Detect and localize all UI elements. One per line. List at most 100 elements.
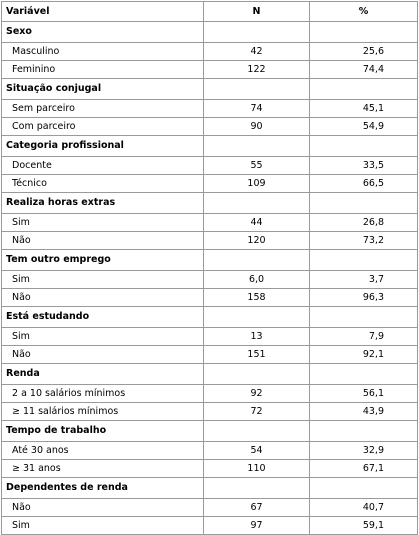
row-percent-value: 45,1 — [309, 99, 418, 118]
category-empty-cell — [309, 249, 418, 271]
row-label: ≥ 31 anos — [1, 459, 204, 478]
table-row: Não 120 73,2 — [1, 231, 418, 250]
category-row: Dependentes de renda — [1, 477, 418, 499]
category-row: Realiza horas extras — [1, 192, 418, 214]
row-n-value: 120 — [203, 231, 310, 250]
row-label: Sim — [1, 327, 204, 346]
category-empty-cell — [203, 420, 310, 442]
row-label: Não — [1, 231, 204, 250]
category-label: Situação conjugal — [1, 78, 204, 100]
row-label: Sim — [1, 270, 204, 289]
row-percent-value: 3,7 — [309, 270, 418, 289]
row-n-value: 74 — [203, 99, 310, 118]
row-n-value: 67 — [203, 498, 310, 517]
row-n-value: 6,0 — [203, 270, 310, 289]
row-label: Até 30 anos — [1, 441, 204, 460]
row-percent-value: 33,5 — [309, 156, 418, 175]
category-empty-cell — [203, 192, 310, 214]
row-percent-value: 7,9 — [309, 327, 418, 346]
category-empty-cell — [309, 78, 418, 100]
row-label: Não — [1, 498, 204, 517]
row-percent-value: 43,9 — [309, 402, 418, 421]
category-empty-cell — [309, 477, 418, 499]
category-row: Categoria profissional — [1, 135, 418, 157]
category-row: Está estudando — [1, 306, 418, 328]
category-label: Dependentes de renda — [1, 477, 204, 499]
category-empty-cell — [203, 306, 310, 328]
row-n-value: 44 — [203, 213, 310, 232]
table-row: Feminino 122 74,4 — [1, 60, 418, 79]
row-percent-value: 73,2 — [309, 231, 418, 250]
row-n-value: 72 — [203, 402, 310, 421]
table-body: Sexo Masculino 42 25,6 Feminino 122 74,4 Situaç… — [1, 21, 418, 535]
row-percent-value: 96,3 — [309, 288, 418, 307]
category-row: Tem outro emprego — [1, 249, 418, 271]
row-n-value: 151 — [203, 345, 310, 364]
row-percent-value: 59,1 — [309, 516, 418, 535]
row-percent-value: 25,6 — [309, 42, 418, 61]
row-percent-value: 67,1 — [309, 459, 418, 478]
table-header: Variável N % — [1, 1, 418, 22]
category-row: Sexo — [1, 21, 418, 43]
row-n-value: 92 — [203, 384, 310, 403]
row-label: Não — [1, 345, 204, 364]
row-percent-value: 26,8 — [309, 213, 418, 232]
category-empty-cell — [203, 78, 310, 100]
table-row: Sim 6,0 3,7 — [1, 270, 418, 289]
row-n-value: 158 — [203, 288, 310, 307]
table-row: 2 a 10 salários mínimos 92 56,1 — [1, 384, 418, 403]
row-percent-value: 56,1 — [309, 384, 418, 403]
row-percent-value: 92,1 — [309, 345, 418, 364]
row-label: Sim — [1, 213, 204, 232]
table-row: Até 30 anos 54 32,9 — [1, 441, 418, 460]
table-row: Não 151 92,1 — [1, 345, 418, 364]
category-row: Renda — [1, 363, 418, 385]
category-empty-cell — [309, 192, 418, 214]
category-label: Realiza horas extras — [1, 192, 204, 214]
header-row: Variável N % — [1, 1, 418, 22]
row-label: Sim — [1, 516, 204, 535]
table-row: Sem parceiro 74 45,1 — [1, 99, 418, 118]
category-empty-cell — [203, 135, 310, 157]
category-empty-cell — [309, 420, 418, 442]
category-empty-cell — [203, 249, 310, 271]
header-n: N — [203, 1, 310, 22]
row-percent-value: 54,9 — [309, 117, 418, 136]
row-n-value: 55 — [203, 156, 310, 175]
row-n-value: 122 — [203, 60, 310, 79]
table-row: ≥ 31 anos 110 67,1 — [1, 459, 418, 478]
row-percent-value: 40,7 — [309, 498, 418, 517]
row-n-value: 13 — [203, 327, 310, 346]
category-empty-cell — [203, 363, 310, 385]
category-empty-cell — [203, 21, 310, 43]
table-row: Sim 13 7,9 — [1, 327, 418, 346]
row-n-value: 109 — [203, 174, 310, 193]
row-n-value: 97 — [203, 516, 310, 535]
table-row: ≥ 11 salários mínimos 72 43,9 — [1, 402, 418, 421]
category-label: Tempo de trabalho — [1, 420, 204, 442]
row-label: Com parceiro — [1, 117, 204, 136]
row-label: Docente — [1, 156, 204, 175]
category-row: Tempo de trabalho — [1, 420, 418, 442]
table-row: Não 67 40,7 — [1, 498, 418, 517]
row-label: Masculino — [1, 42, 204, 61]
row-label: Sem parceiro — [1, 99, 204, 118]
category-label: Renda — [1, 363, 204, 385]
category-label: Está estudando — [1, 306, 204, 328]
row-label: 2 a 10 salários mínimos — [1, 384, 204, 403]
category-row: Situação conjugal — [1, 78, 418, 100]
row-n-value: 54 — [203, 441, 310, 460]
header-variable: Variável — [1, 1, 204, 22]
category-empty-cell — [309, 21, 418, 43]
category-empty-cell — [309, 135, 418, 157]
row-percent-value: 74,4 — [309, 60, 418, 79]
row-percent-value: 32,9 — [309, 441, 418, 460]
row-label: Técnico — [1, 174, 204, 193]
row-label: ≥ 11 salários mínimos — [1, 402, 204, 421]
category-empty-cell — [309, 306, 418, 328]
category-empty-cell — [309, 363, 418, 385]
row-label: Feminino — [1, 60, 204, 79]
table-row: Técnico 109 66,5 — [1, 174, 418, 193]
